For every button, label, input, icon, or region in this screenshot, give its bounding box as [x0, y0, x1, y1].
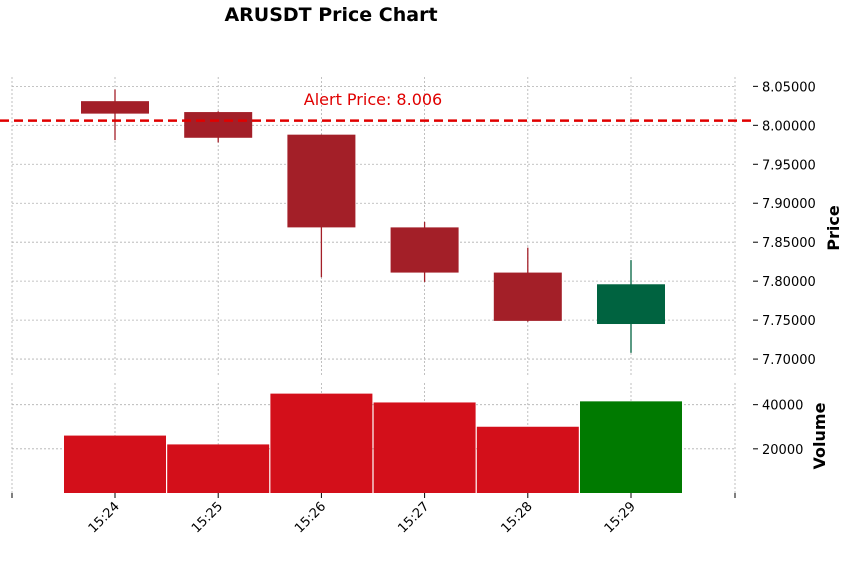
price-tick-label: 7.75000 [762, 314, 816, 329]
x-tick-label: 15:27 [395, 499, 432, 536]
volume-tick-label: 20000 [762, 443, 803, 458]
candle-body [597, 284, 665, 325]
x-tick-label: 15:29 [602, 499, 639, 536]
volume-bar [167, 444, 270, 493]
candle-body [81, 101, 149, 114]
alert-price-label: Alert Price: 8.006 [304, 90, 442, 109]
volume-bar [373, 402, 476, 493]
x-tick-label: 15:25 [189, 499, 226, 536]
x-tick-label: 15:26 [292, 499, 329, 536]
candle-body [287, 134, 356, 228]
price-tick-label: 8.05000 [762, 80, 816, 95]
candle-body [493, 272, 562, 321]
price-grid [11, 77, 736, 377]
price-axis: 8.05000 8.00000 7.95000 7.90000 7.85000 7.800… [753, 80, 816, 368]
price-tick-label: 7.90000 [762, 197, 816, 212]
volume-bar [580, 401, 682, 493]
price-tick-label: 7.85000 [762, 236, 816, 251]
price-tick-label: 8.00000 [762, 119, 816, 134]
volume-bar [476, 426, 579, 493]
price-axis-label: Price [824, 205, 843, 251]
candles [81, 89, 665, 353]
volume-bars [64, 393, 682, 493]
volume-axis: 40000 20000 [753, 399, 803, 458]
volume-tick-label: 40000 [762, 399, 803, 414]
x-axis: 15:24 15:25 15:26 15:27 15:28 15:29 [11, 493, 736, 536]
x-tick-label: 15:24 [86, 499, 123, 536]
alert-group: Alert Price: 8.006 [0, 90, 752, 122]
candle-body [184, 112, 253, 138]
volume-bar [64, 435, 166, 493]
x-tick-label: 15:28 [499, 499, 536, 536]
price-tick-label: 7.70000 [762, 353, 816, 368]
chart-title: ARUSDT Price Chart [224, 4, 437, 26]
volume-axis-label: Volume [810, 402, 829, 469]
price-tick-label: 7.95000 [762, 158, 816, 173]
candle-body [390, 227, 459, 273]
volume-bar [270, 393, 373, 493]
price-tick-label: 7.80000 [762, 275, 816, 290]
